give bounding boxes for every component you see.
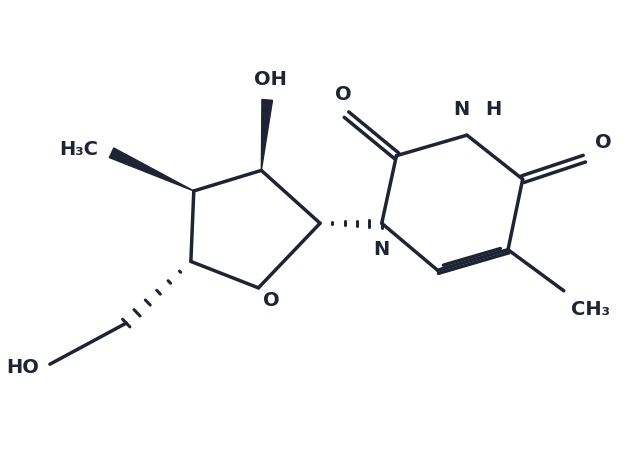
Text: CH₃: CH₃ <box>571 299 610 319</box>
Text: N: N <box>374 240 390 259</box>
Text: OH: OH <box>253 70 287 89</box>
Text: O: O <box>335 85 352 104</box>
Polygon shape <box>109 148 194 191</box>
Text: H: H <box>486 100 502 119</box>
Text: HO: HO <box>6 358 39 376</box>
Polygon shape <box>261 100 273 171</box>
Text: O: O <box>263 291 280 310</box>
Text: H₃C: H₃C <box>60 141 99 159</box>
Text: O: O <box>595 133 612 152</box>
Text: N: N <box>454 100 470 119</box>
